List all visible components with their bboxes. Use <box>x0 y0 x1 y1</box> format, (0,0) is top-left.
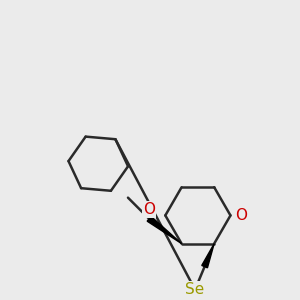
Polygon shape <box>202 244 214 268</box>
Polygon shape <box>147 216 182 244</box>
Text: Se: Se <box>185 282 205 297</box>
Text: O: O <box>235 208 247 223</box>
Text: O: O <box>143 202 155 217</box>
